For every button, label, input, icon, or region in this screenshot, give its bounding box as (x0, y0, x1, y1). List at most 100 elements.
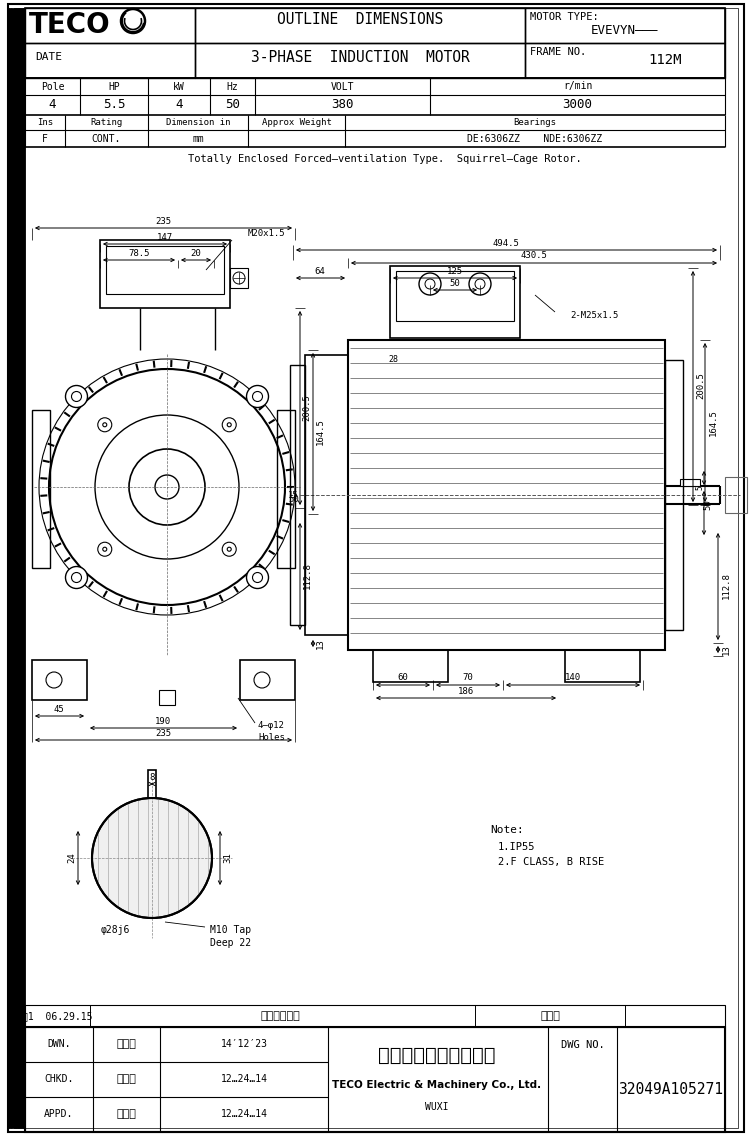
Text: 5.5: 5.5 (103, 99, 125, 111)
Text: Bearings: Bearings (514, 118, 556, 127)
Text: 31: 31 (224, 853, 232, 863)
Text: M20x1.5: M20x1.5 (248, 228, 286, 237)
Text: 3000: 3000 (562, 99, 592, 111)
Bar (100, 240, 230, 308)
Bar (106, 247, 224, 294)
Text: 494.5: 494.5 (493, 239, 520, 248)
Text: 12…24…14: 12…24…14 (220, 1109, 268, 1119)
Text: 5: 5 (695, 486, 704, 491)
Bar (230, 268, 248, 289)
Text: CONT.: CONT. (92, 134, 122, 143)
Text: mm: mm (192, 134, 204, 143)
Bar (195, 8, 525, 43)
Text: 164.5: 164.5 (316, 418, 325, 445)
Text: 64: 64 (315, 267, 326, 276)
Bar (25, 8, 195, 43)
Text: 薄敏高: 薄敏高 (540, 1011, 560, 1021)
Text: Dimension in: Dimension in (166, 118, 230, 127)
Text: KBALA14055-002: KBALA14055-002 (16, 668, 25, 733)
Text: F: F (42, 134, 48, 143)
Text: DATE: DATE (35, 52, 62, 62)
Text: Rating: Rating (90, 118, 123, 127)
Text: 430.5: 430.5 (520, 251, 548, 260)
Bar (25, 43, 195, 78)
Text: OUTLINE  DIMENSIONS: OUTLINE DIMENSIONS (277, 12, 443, 27)
Text: 修改電機總長: 修改電機總長 (260, 1011, 300, 1021)
Text: 50: 50 (288, 495, 299, 504)
Text: 200.5: 200.5 (697, 373, 706, 400)
Text: Approx Weight: Approx Weight (262, 118, 332, 127)
Circle shape (92, 797, 212, 918)
Text: 45: 45 (54, 705, 64, 715)
Text: 14′12′23: 14′12′23 (220, 1039, 268, 1049)
Bar (290, 365, 305, 625)
Text: DWG NO.: DWG NO. (561, 1039, 604, 1050)
Text: kW: kW (173, 82, 184, 92)
Circle shape (65, 567, 88, 588)
Text: WUXI: WUXI (425, 1102, 448, 1112)
Text: 147: 147 (157, 234, 173, 242)
Text: 2.F CLASS, B RISE: 2.F CLASS, B RISE (498, 857, 604, 867)
Text: 164.5: 164.5 (709, 410, 718, 436)
Bar (305, 354, 348, 635)
Text: 235: 235 (155, 729, 171, 738)
Text: MOTOR TYPE:: MOTOR TYPE: (530, 12, 598, 22)
Text: 112M: 112M (648, 53, 682, 67)
Text: 70: 70 (463, 674, 473, 683)
Text: 140: 140 (565, 674, 581, 683)
Bar (373, 650, 448, 682)
Circle shape (247, 567, 268, 588)
Text: 4—φ12: 4—φ12 (258, 721, 285, 730)
Text: 186: 186 (458, 686, 474, 695)
Text: Pole: Pole (40, 82, 64, 92)
Text: CHKD.: CHKD. (44, 1074, 74, 1084)
Bar (148, 770, 156, 797)
Bar (665, 360, 683, 630)
Bar (525, 8, 725, 43)
Text: TECO Electric & Machinery Co., Ltd.: TECO Electric & Machinery Co., Ltd. (332, 1080, 542, 1091)
Text: 50: 50 (450, 278, 460, 287)
Text: 190: 190 (155, 718, 171, 727)
Text: Deep 22: Deep 22 (210, 938, 251, 949)
Text: 125: 125 (447, 267, 463, 276)
Text: 32049A105271: 32049A105271 (619, 1081, 724, 1096)
Text: ⑀1  06.29.15: ⑀1 06.29.15 (22, 1011, 92, 1021)
Text: Hz: Hz (226, 82, 238, 92)
Bar (32, 410, 50, 568)
Bar (32, 660, 87, 700)
Text: 4: 4 (49, 99, 56, 111)
Bar (25, 1005, 725, 1027)
Text: HP: HP (108, 82, 120, 92)
Text: 200.5: 200.5 (302, 394, 311, 421)
Bar (525, 43, 725, 78)
Text: Holes: Holes (258, 734, 285, 743)
Text: 3-PHASE  INDUCTION  MOTOR: 3-PHASE INDUCTION MOTOR (251, 50, 470, 66)
Text: 蔡明鉤: 蔡明鉤 (116, 1109, 136, 1119)
Bar (390, 266, 520, 339)
Text: 112.8: 112.8 (722, 573, 730, 600)
Text: 20: 20 (190, 250, 201, 259)
Text: 嘘塲度: 嘘塲度 (116, 1074, 136, 1084)
Text: DWN.: DWN. (47, 1039, 70, 1049)
Text: VOLT: VOLT (331, 82, 354, 92)
Text: 235: 235 (155, 217, 171, 226)
Bar (565, 650, 640, 682)
Text: 24: 24 (68, 853, 76, 863)
Bar (277, 410, 295, 568)
Text: φ28j6: φ28j6 (100, 925, 130, 935)
Bar (25, 1027, 725, 1131)
Text: APPD.: APPD. (44, 1109, 74, 1119)
Text: Totally Enclosed Forced—ventilation Type.  Squirrel—Cage Rotor.: Totally Enclosed Forced—ventilation Type… (188, 154, 582, 164)
Text: 28: 28 (388, 356, 398, 365)
Bar (680, 479, 700, 486)
Text: 13: 13 (722, 644, 730, 655)
Text: 1.IP55: 1.IP55 (498, 842, 536, 852)
Text: 15: 15 (288, 491, 299, 500)
Text: 13: 13 (316, 638, 325, 650)
Text: M10 Tap: M10 Tap (210, 925, 251, 935)
Text: 阀雲度: 阀雲度 (116, 1039, 136, 1049)
Bar (240, 660, 295, 700)
Bar (195, 43, 525, 78)
Text: 東元電機股份有限公司: 東元電機股份有限公司 (378, 1045, 496, 1064)
Text: 8: 8 (149, 772, 154, 782)
